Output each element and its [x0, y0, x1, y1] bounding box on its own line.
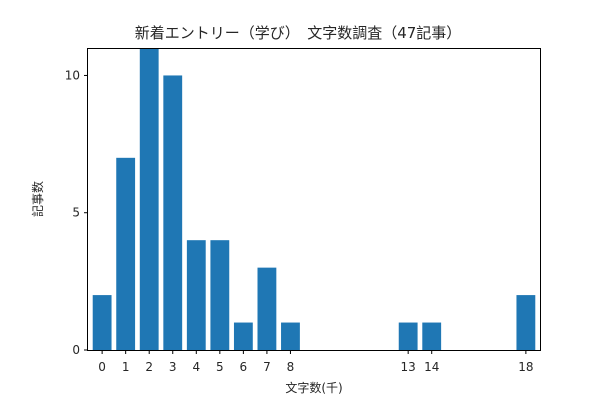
bar-3	[163, 75, 183, 350]
x-ticks: 0 1 2 3 4 5 6 7 8 13 14 18	[98, 350, 534, 374]
axes-frame	[87, 48, 541, 351]
bar-5	[210, 240, 230, 350]
x-tick-label: 18	[518, 360, 533, 374]
chart-title: 新着エントリー（学び） 文字数調査（47記事）	[135, 24, 462, 42]
bar-4	[186, 240, 206, 350]
bar-13	[398, 322, 418, 350]
x-tick-label: 8	[287, 360, 295, 374]
x-tick-label: 13	[401, 360, 416, 374]
x-tick-label: 2	[145, 360, 153, 374]
x-tick-label: 1	[122, 360, 130, 374]
bars-group	[92, 48, 536, 350]
y-tick-label: 0	[72, 343, 80, 357]
y-tick-label: 10	[65, 68, 80, 82]
x-axis-label: 文字数(千)	[285, 380, 342, 395]
y-axis-label: 記事数	[30, 181, 45, 217]
x-tick-label: 4	[192, 360, 200, 374]
y-tick-label: 5	[72, 206, 80, 220]
bar-6	[233, 322, 253, 350]
x-tick-label: 7	[263, 360, 271, 374]
x-tick-label: 6	[240, 360, 248, 374]
bar-1	[116, 157, 136, 350]
x-tick-label: 0	[98, 360, 106, 374]
bar-8	[281, 322, 300, 350]
bar-2	[139, 48, 159, 350]
x-tick-label: 14	[424, 360, 439, 374]
bar-18	[516, 295, 536, 350]
bar-14	[422, 322, 442, 350]
x-tick-label: 3	[169, 360, 177, 374]
x-tick-label: 5	[216, 360, 224, 374]
bar-0	[92, 295, 112, 350]
bar-7	[257, 267, 277, 350]
y-ticks: 0 5 10	[65, 68, 88, 357]
